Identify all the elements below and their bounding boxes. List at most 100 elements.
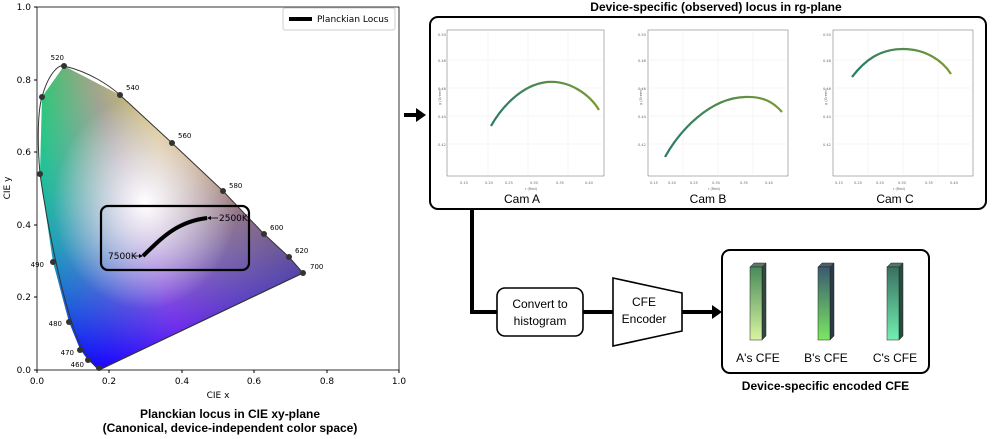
y-tick: 0.4 [17,221,32,231]
planckian-highlight-box [99,204,251,272]
wl-560: 560 [178,132,191,140]
legend-label: Planckian Locus [317,15,389,25]
cam-c-y-tick: 0.42 [823,143,831,147]
cie-chart: 460 470 480 490 520 540 560 580 600 620 … [3,3,406,401]
pipeline-connector [470,209,722,319]
temp-7500k: 7500K [108,252,138,262]
cam-b-y-label: g (Green) [639,88,643,105]
cam-c-locus-curve [851,47,952,78]
cam-c-y-tick: 0.46 [823,87,831,91]
cam-b-x-tick: 0.30 [712,181,720,185]
wavelength-markers [37,63,306,371]
cam-b-locus-curve [664,95,783,158]
spectral-locus-fill [37,65,304,371]
cam-c-x-tick: 0.40 [950,181,958,185]
cfe-b-bar [817,262,835,341]
y-ticks: 0.0 0.2 0.4 0.6 0.8 1.0 CIE y [3,3,37,376]
cam-c-y-tick: 0.50 [823,33,831,37]
temp-7500k-annotation: 7500K [108,252,143,262]
wl-480: 480 [49,320,62,328]
cam-b-label: Cam B [690,192,727,206]
cam-a-x-tick: 0.25 [505,181,513,185]
wl-620: 620 [295,247,308,255]
temp-2500k: 2500K [219,214,249,224]
x-tick: 0.6 [247,377,262,387]
cam-c-y-label: g (Green) [824,88,828,105]
cam-c-label: Cam C [876,192,914,206]
wl-460: 460 [71,361,84,369]
planckian-locus-curve [141,216,208,258]
encoder-line-2: Encoder [622,312,667,326]
cam-a-label: Cam A [504,192,540,206]
x-tick: 0.4 [175,377,190,387]
cfe-c-label: C's CFE [873,351,917,365]
legend: Planckian Locus [282,7,396,31]
cam-a-y-tick: 0.46 [438,87,446,91]
cfe-a-label: A's CFE [736,351,780,365]
y-tick: 0.2 [17,293,31,303]
wl-520: 520 [51,54,64,62]
cam-a-x-tick: 0.15 [460,181,468,185]
cam-b-y-tick: 0.42 [638,143,646,147]
cam-a-y-tick: 0.42 [438,143,446,147]
cam-a-x-tick: 0.40 [585,181,593,185]
x-axis-label: CIE x [207,391,230,401]
cam-c-y-tick: 0.48 [823,59,831,63]
x-tick: 0.2 [102,377,116,387]
cam-c-x-tick: 0.20 [854,181,862,185]
cam-b-x-tick: 0.35 [740,181,748,185]
cfe-a-bar [749,262,767,341]
cam-b-x-tick: 0.20 [668,181,676,185]
y-tick: 1.0 [17,3,32,13]
wl-580: 580 [229,182,242,190]
cam-c-x-tick: 0.15 [835,181,843,185]
x-tick: 0.0 [30,377,45,387]
wl-470: 470 [61,349,74,357]
cie-caption-line-2: (Canonical, device-independent color spa… [102,421,358,435]
cam-a-plot: 0.15 0.20 0.25 0.30 0.35 0.40 0.50 0.48 … [438,29,605,206]
cam-b-x-tick: 0.15 [650,181,658,185]
cam-a-y-tick: 0.50 [438,33,446,37]
wl-540: 540 [126,84,139,92]
wl-490: 490 [31,261,44,269]
y-axis-label: CIE y [3,176,13,199]
wl-700: 700 [310,263,323,271]
x-tick: 0.8 [320,377,335,387]
cam-a-y-label: g (Green) [438,88,442,105]
y-tick: 0.0 [17,366,32,376]
cam-b-plot: 0.15 0.20 0.25 0.30 0.35 0.40 0.50 0.48 … [638,29,789,206]
cam-a-y-tick: 0.48 [438,59,446,63]
cam-c-plot: 0.15 0.20 0.25 0.30 0.35 0.40 0.50 0.48 … [823,29,974,206]
cam-a-x-tick: 0.20 [485,181,493,185]
cam-b-x-tick: 0.40 [765,181,773,185]
cam-a-x-label: r (Red) [525,187,538,191]
cam-b-y-tick: 0.50 [638,33,646,37]
cam-b-x-tick: 0.25 [690,181,698,185]
encoded-cfe-panel [721,249,930,374]
convert-line-1: Convert to [512,297,568,311]
encoder-line-1: CFE [632,295,656,309]
wl-600: 600 [270,224,283,232]
cie-caption-line-1: Planckian locus in CIE xy-plane [139,407,321,421]
cam-c-x-tick: 0.35 [925,181,933,185]
x-tick: 1.0 [392,377,407,387]
cam-a-x-tick: 0.35 [556,181,564,185]
y-tick: 0.8 [17,76,32,86]
cam-b-y-tick: 0.48 [638,59,646,63]
rg-panel-title: Device-specific (observed) locus in rg-p… [590,0,842,14]
convert-to-histogram-box: Convert to histogram [496,287,584,337]
cam-c-y-tick: 0.44 [823,115,832,119]
cam-b-y-tick: 0.46 [638,87,646,91]
y-tick: 0.6 [17,148,32,158]
cfe-c-bar [886,262,904,341]
cfe-b-label: B's CFE [804,351,848,365]
x-ticks: 0.0 0.2 0.4 0.6 0.8 1.0 CIE x [30,370,407,401]
temp-2500k-annotation: 2500K [207,214,249,224]
cam-c-x-label: r (Red) [893,187,906,191]
cam-a-x-tick: 0.30 [530,181,538,185]
arrow-to-rg-panel [404,108,426,122]
cam-a-locus-curve [490,80,600,127]
wavelength-labels: 460 470 480 490 520 540 560 580 600 620 … [31,54,324,369]
cam-b-x-label: r (Red) [708,187,721,191]
